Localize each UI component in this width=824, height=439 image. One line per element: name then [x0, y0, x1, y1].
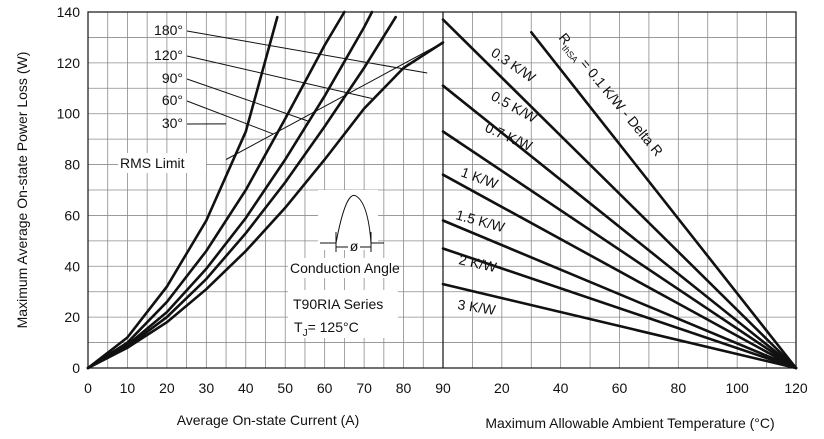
- resistance-label-2: 2 K/W: [457, 251, 498, 275]
- tick-labels: 0 10 20 30 40 50 60 70 80 90 20 40 60 80 100 120 0 20 40 60…: [57, 4, 808, 396]
- y-tick-label: 0: [72, 360, 80, 376]
- angle-label-90: 90°: [162, 70, 183, 86]
- curve-60: [86, 10, 346, 370]
- angle-pointer-line: [186, 55, 373, 99]
- rthsa-label: RthSA = 0.1 K/W - Delta R: [553, 30, 667, 161]
- y-tick-label: 40: [64, 258, 80, 274]
- curve-30: [86, 15, 279, 370]
- angle-pointer-line: [186, 100, 274, 135]
- y-tick-label: 100: [57, 106, 81, 122]
- x-tick-label: 60: [612, 380, 628, 396]
- x-tick-label: 0: [84, 380, 92, 396]
- rthsa-line-0: [530, 30, 798, 370]
- y-axis-label: Maximum Average On-state Power Loss (W): [14, 52, 30, 329]
- angle-label-120: 120°: [154, 47, 183, 63]
- x-tick-label: 80: [396, 380, 412, 396]
- grid: [88, 12, 796, 368]
- x-tick-label: 40: [238, 380, 254, 396]
- rthsa-line-5: [441, 219, 798, 370]
- resistance-label-1-5: 1.5 K/W: [454, 206, 507, 235]
- x-tick-label: 50: [277, 380, 293, 396]
- rthsa-line-4: [441, 173, 798, 370]
- rthsa-line-6: [441, 247, 798, 370]
- rthsa-line-7: [441, 282, 798, 370]
- rthsa-line-3: [441, 130, 798, 370]
- right-x-axis-label: Maximum Allowable Ambient Temperature (°…: [485, 415, 774, 431]
- curve-180: [86, 41, 445, 370]
- y-tick-label: 140: [57, 4, 81, 20]
- resistance-label-3: 3 K/W: [457, 296, 498, 318]
- x-tick-label: 30: [199, 380, 215, 396]
- x-tick-label: 90: [435, 380, 451, 396]
- series-name-label: T90RIA Series: [293, 296, 383, 312]
- x-tick-label: 70: [356, 380, 372, 396]
- angle-label-30: 30°: [162, 115, 183, 131]
- resistance-label-0-5: 0.5 K/W: [489, 88, 541, 127]
- plot-frame: [87, 11, 797, 369]
- angle-pointer-line: [186, 78, 310, 122]
- rms-limit-label: RMS Limit: [120, 155, 185, 171]
- y-tick-label: 120: [57, 55, 81, 71]
- x-tick-label: 80: [671, 380, 687, 396]
- y-tick-label: 60: [64, 207, 80, 223]
- label-pointers: [186, 30, 428, 135]
- angle-label-180: 180°: [154, 22, 183, 38]
- left-x-axis-label: Average On-state Current (A): [177, 412, 360, 428]
- junction-temperature-label: TJ= 125°C: [294, 319, 359, 339]
- conduction-angle-symbol-text: ø: [350, 238, 359, 254]
- rthsa-line-2: [441, 84, 798, 370]
- conduction-angle-symbol: ø: [318, 190, 384, 254]
- x-tick-label: 100: [725, 380, 749, 396]
- x-tick-label: 60: [317, 380, 333, 396]
- svg-text:RthSA = 0.1 K/W - Delta R: RthSA = 0.1 K/W - Delta R: [553, 30, 666, 161]
- x-tick-label: 40: [553, 380, 569, 396]
- x-tick-label: 20: [159, 380, 175, 396]
- curves: [86, 10, 798, 370]
- curve-90: [86, 10, 374, 370]
- rthsa-line-1: [441, 18, 798, 370]
- x-tick-label: 20: [494, 380, 510, 396]
- conduction-angle-label: Conduction Angle: [290, 260, 400, 276]
- curve-rms-limit: [225, 42, 444, 160]
- resistance-label-0-7: 0.7 K/W: [483, 119, 536, 154]
- x-tick-label: 120: [784, 380, 808, 396]
- x-tick-label: 10: [120, 380, 136, 396]
- curve-120: [86, 15, 397, 370]
- angle-label-60: 60°: [162, 92, 183, 108]
- y-tick-label: 20: [64, 309, 80, 325]
- y-tick-label: 80: [64, 157, 80, 173]
- angle-pointer-line: [186, 30, 428, 74]
